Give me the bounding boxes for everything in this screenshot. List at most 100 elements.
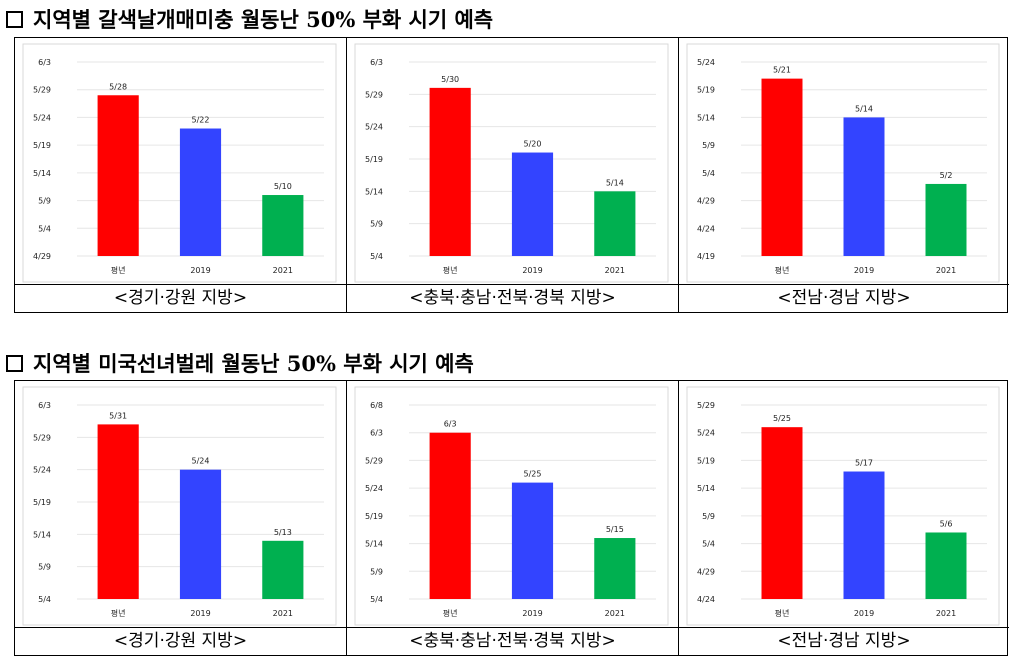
chart-cell: 5/4 5/9 5/14 5/19 5/24 5/29 6/3 5/30 평년 5/20 2019 5… [346, 38, 678, 312]
chart: 4/29 5/4 5/9 5/14 5/19 5/24 5/29 6/3 5/28 평년 5/22 2… [15, 38, 346, 286]
y-tick-label: 5/14 [33, 530, 51, 539]
y-tick-label: 5/9 [38, 197, 51, 206]
chart-cell: 4/24 4/29 5/4 5/9 5/14 5/19 5/24 5/29 5/25 평년 5/17… [678, 381, 1009, 655]
chart: 5/4 5/9 5/14 5/19 5/24 5/29 6/3 5/31 평년 5/24 2019 5… [15, 381, 346, 629]
bar [594, 538, 636, 599]
bar [97, 95, 139, 256]
x-tick-label: 2021 [273, 609, 293, 618]
bar [761, 427, 803, 599]
y-tick-label: 5/14 [365, 187, 383, 196]
y-tick-label: 6/3 [370, 58, 383, 67]
y-tick-label: 6/8 [370, 401, 383, 410]
y-tick-label: 5/19 [33, 498, 51, 507]
y-tick-label: 5/14 [365, 540, 383, 549]
y-tick-label: 5/29 [33, 433, 51, 442]
y-tick-label: 5/19 [365, 155, 383, 164]
x-tick-label: 평년 [443, 265, 458, 275]
x-tick-label: 2019 [854, 266, 874, 275]
chart-caption: <전남·경남 지방> [679, 284, 1009, 312]
x-tick-label: 평년 [111, 265, 126, 275]
bar [179, 128, 222, 256]
bar-value-label: 5/25 [773, 414, 791, 423]
bar-value-label: 5/14 [855, 104, 873, 113]
section-title-text: 지역별 갈색날개매미충 월동난 50% 부화 시기 예측 [33, 7, 494, 32]
x-tick-label: 2021 [936, 266, 956, 275]
section-title-text: 지역별 미국선녀벌레 월동난 50% 부화 시기 예측 [33, 351, 474, 376]
x-tick-label: 평년 [443, 608, 458, 618]
bar [925, 183, 967, 256]
x-tick-label: 2021 [605, 266, 625, 275]
bar-value-label: 5/17 [855, 459, 873, 468]
bar-value-label: 5/31 [109, 411, 127, 420]
bar-value-label: 5/28 [109, 82, 127, 91]
chart-caption: <경기·강원 지방> [15, 284, 346, 312]
bar [262, 195, 304, 256]
y-tick-label: 5/4 [702, 540, 715, 549]
bar-value-label: 5/15 [606, 525, 624, 534]
y-tick-label: 5/29 [365, 90, 383, 99]
chart-panel-group-2: 5/4 5/9 5/14 5/19 5/24 5/29 6/3 5/31 평년 5/24 2019 5… [14, 380, 1009, 656]
y-tick-label: 4/24 [697, 224, 715, 233]
y-tick-label: 5/4 [370, 595, 383, 604]
bar-value-label: 5/24 [192, 457, 210, 466]
y-tick-label: 5/9 [702, 141, 715, 150]
y-tick-label: 5/24 [33, 466, 51, 475]
checkbox-square-icon [6, 10, 23, 28]
bar-chart-svg: 4/19 4/24 4/29 5/4 5/9 5/14 5/19 5/24 5/21 평년 5/14… [686, 43, 1000, 283]
y-tick-label: 5/4 [370, 252, 383, 261]
bar-value-label: 5/21 [773, 66, 791, 75]
section-title-1: 지역별 갈색날개매미충 월동난 50% 부화 시기 예측 [6, 4, 493, 34]
x-tick-label: 2019 [854, 609, 874, 618]
y-tick-label: 5/24 [697, 58, 715, 67]
x-tick-label: 평년 [111, 608, 126, 618]
chart: 5/4 5/9 5/14 5/19 5/24 5/29 6/3 5/30 평년 5/20 2019 5… [347, 38, 678, 286]
bar [97, 424, 139, 599]
y-tick-label: 5/9 [370, 220, 383, 229]
section-title-2: 지역별 미국선녀벌레 월동난 50% 부화 시기 예측 [6, 348, 474, 378]
bar [179, 469, 222, 599]
y-tick-label: 5/14 [697, 484, 715, 493]
checkbox-square-icon [6, 354, 23, 372]
chart-caption: <충북·충남·전북·경북 지방> [347, 284, 678, 312]
bar-chart-svg: 5/4 5/9 5/14 5/19 5/24 5/29 6/3 6/8 6/3 평년 5/25 201… [354, 386, 669, 626]
bar [262, 540, 304, 599]
y-tick-label: 5/19 [33, 141, 51, 150]
x-tick-label: 평년 [775, 608, 790, 618]
x-tick-label: 2019 [190, 609, 210, 618]
bar-value-label: 5/2 [940, 171, 953, 180]
bar-chart-svg: 4/29 5/4 5/9 5/14 5/19 5/24 5/29 6/3 5/28 평년 5/22 2… [22, 43, 337, 283]
bar-chart-svg: 5/4 5/9 5/14 5/19 5/24 5/29 6/3 5/30 평년 5/20 2019 5… [354, 43, 669, 283]
chart-caption: <전남·경남 지방> [679, 627, 1009, 655]
y-tick-label: 5/24 [697, 429, 715, 438]
y-tick-label: 4/29 [697, 567, 715, 576]
y-tick-label: 4/29 [697, 197, 715, 206]
bar [594, 191, 636, 256]
bar-value-label: 5/22 [192, 116, 210, 125]
y-tick-label: 5/4 [702, 169, 715, 178]
bar [843, 471, 885, 599]
x-tick-label: 2021 [605, 609, 625, 618]
x-tick-label: 2019 [190, 266, 210, 275]
bar-value-label: 5/10 [274, 182, 292, 191]
y-tick-label: 5/19 [365, 512, 383, 521]
bar [429, 87, 471, 256]
y-tick-label: 5/4 [38, 224, 51, 233]
chart: 4/24 4/29 5/4 5/9 5/14 5/19 5/24 5/29 5/25 평년 5/17… [679, 381, 1009, 629]
y-tick-label: 5/19 [697, 456, 715, 465]
bar-value-label: 5/13 [274, 528, 292, 537]
x-tick-label: 평년 [775, 265, 790, 275]
y-tick-label: 5/29 [365, 456, 383, 465]
bar [511, 482, 554, 599]
bar-value-label: 5/14 [606, 178, 624, 187]
bar-value-label: 5/6 [940, 519, 953, 528]
y-tick-label: 5/29 [697, 401, 715, 410]
y-tick-label: 5/4 [38, 595, 51, 604]
bar-value-label: 5/25 [524, 470, 542, 479]
chart-cell: 4/29 5/4 5/9 5/14 5/19 5/24 5/29 6/3 5/28 평년 5/22 2… [15, 38, 346, 312]
chart-caption: <충북·충남·전북·경북 지방> [347, 627, 678, 655]
bar-value-label: 6/3 [444, 420, 457, 429]
y-tick-label: 5/9 [38, 563, 51, 572]
x-tick-label: 2021 [273, 266, 293, 275]
bar-value-label: 5/20 [524, 140, 542, 149]
y-tick-label: 4/29 [33, 252, 51, 261]
